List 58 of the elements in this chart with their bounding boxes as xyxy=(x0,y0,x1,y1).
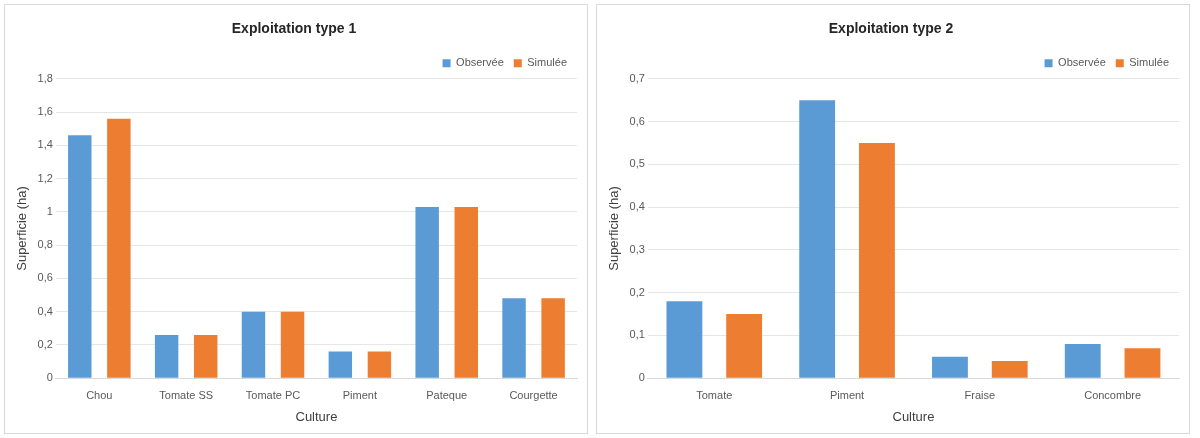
y-tick-label: 1,4 xyxy=(37,138,53,151)
chart-title: Exploitation type 2 xyxy=(828,20,954,37)
y-tick-label: 0,8 xyxy=(37,238,53,251)
y-tick-label: 0 xyxy=(638,371,645,384)
bar xyxy=(241,311,266,378)
bar xyxy=(502,298,526,378)
y-tick-label: 1,2 xyxy=(37,171,53,184)
x-axis-title: Culture xyxy=(295,408,338,424)
bar xyxy=(193,334,218,378)
chart-title: Exploitation type 1 xyxy=(231,20,357,37)
y-tick-label: 0,7 xyxy=(629,71,645,84)
y-tick-label: 0,1 xyxy=(629,328,645,341)
bar xyxy=(454,206,478,378)
x-tick-label: Pateque xyxy=(426,388,468,401)
bar xyxy=(68,135,92,378)
bar xyxy=(280,311,305,378)
bar xyxy=(991,361,1028,378)
x-tick-label: Piment xyxy=(829,388,865,401)
bar xyxy=(541,298,565,378)
y-axis-title: Superficie (ha) xyxy=(14,186,30,271)
bar xyxy=(859,142,895,378)
bar xyxy=(1124,348,1161,378)
bar xyxy=(367,351,392,378)
y-tick-label: 0,2 xyxy=(37,337,53,350)
x-tick-label: Piment xyxy=(342,388,377,401)
bar xyxy=(932,356,968,378)
bar xyxy=(107,118,131,378)
x-tick-label: Tomate SS xyxy=(159,388,214,401)
x-tick-label: Concombre xyxy=(1084,388,1142,401)
bar xyxy=(1064,343,1101,378)
y-tick-label: 0,6 xyxy=(629,114,645,127)
bar xyxy=(328,351,353,378)
y-tick-label: 0,6 xyxy=(37,271,53,284)
x-tick-label: Fraise xyxy=(964,388,996,401)
y-tick-label: 1,6 xyxy=(37,105,53,118)
bar xyxy=(415,206,439,378)
legend-label: Observée xyxy=(456,56,504,69)
y-axis-title: Superficie (ha) xyxy=(606,186,622,271)
bar xyxy=(666,301,703,378)
x-tick-label: Tomate xyxy=(696,388,733,401)
y-tick-label: 0,4 xyxy=(37,304,53,317)
y-tick-label: 1 xyxy=(46,204,53,217)
legend-label: Simulée xyxy=(527,56,568,69)
y-tick-label: 1,8 xyxy=(37,71,53,84)
x-tick-label: Tomate PC xyxy=(245,388,301,401)
x-tick-label: Chou xyxy=(86,388,113,401)
y-tick-label: 0,5 xyxy=(629,157,645,170)
bar xyxy=(154,334,179,378)
bar xyxy=(799,100,836,378)
x-axis-title: Culture xyxy=(892,408,935,424)
bar xyxy=(726,314,763,378)
y-tick-label: 0 xyxy=(46,371,53,384)
legend-label: Observée xyxy=(1058,56,1106,69)
x-tick-label: Courgette xyxy=(509,388,558,401)
y-tick-label: 0,4 xyxy=(629,200,645,213)
legend-label: Simulée xyxy=(1129,56,1170,69)
y-tick-label: 0,2 xyxy=(629,285,645,298)
y-tick-label: 0,3 xyxy=(629,242,645,255)
